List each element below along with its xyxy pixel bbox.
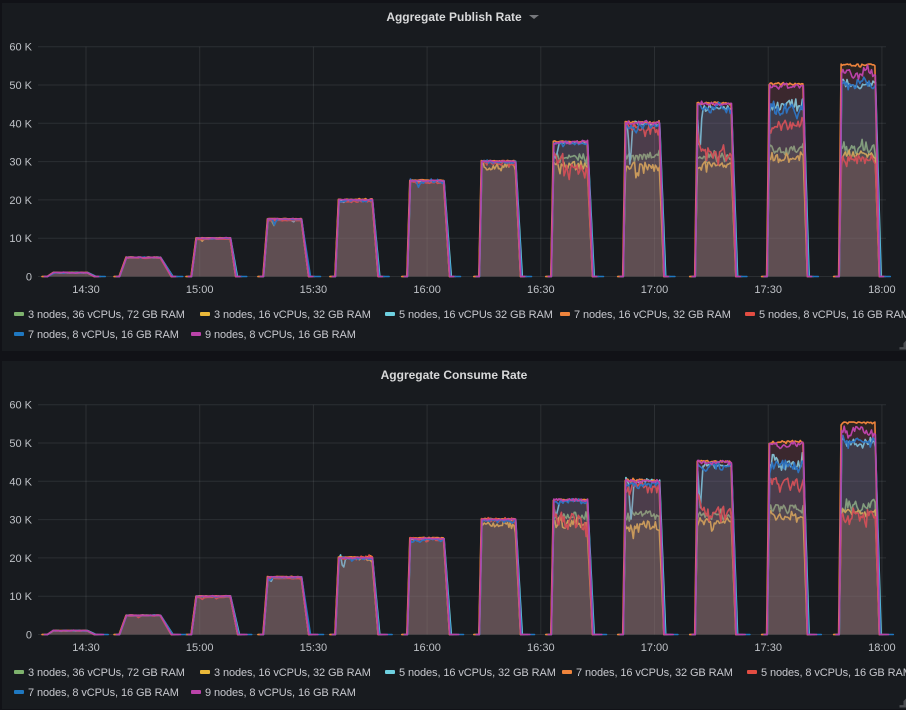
svg-text:40 K: 40 K [9, 118, 32, 130]
svg-text:17:00: 17:00 [641, 284, 669, 296]
svg-text:10 K: 10 K [9, 591, 32, 603]
svg-text:16:30: 16:30 [527, 284, 555, 296]
svg-text:15:00: 15:00 [186, 642, 214, 654]
svg-text:60 K: 60 K [9, 400, 32, 412]
svg-text:17:30: 17:30 [754, 642, 782, 654]
svg-text:50 K: 50 K [9, 80, 32, 92]
svg-text:20 K: 20 K [9, 553, 32, 565]
svg-text:14:30: 14:30 [72, 642, 100, 654]
svg-text:16:00: 16:00 [413, 284, 441, 296]
svg-text:17:00: 17:00 [641, 642, 669, 654]
svg-text:50 K: 50 K [9, 438, 32, 450]
svg-text:60 K: 60 K [9, 41, 32, 53]
svg-text:18:00: 18:00 [868, 642, 896, 654]
svg-text:30 K: 30 K [9, 156, 32, 168]
svg-text:16:00: 16:00 [413, 642, 441, 654]
svg-text:15:00: 15:00 [186, 284, 214, 296]
svg-text:15:30: 15:30 [300, 642, 328, 654]
svg-text:30 K: 30 K [9, 515, 32, 527]
svg-text:0: 0 [26, 271, 32, 283]
svg-text:17:30: 17:30 [754, 284, 782, 296]
svg-text:18:00: 18:00 [868, 284, 896, 296]
svg-text:16:30: 16:30 [527, 642, 555, 654]
svg-text:40 K: 40 K [9, 476, 32, 488]
svg-text:20 K: 20 K [9, 194, 32, 206]
svg-text:10 K: 10 K [9, 233, 32, 245]
svg-text:14:30: 14:30 [72, 284, 100, 296]
svg-text:0: 0 [26, 630, 32, 642]
svg-text:15:30: 15:30 [300, 284, 328, 296]
